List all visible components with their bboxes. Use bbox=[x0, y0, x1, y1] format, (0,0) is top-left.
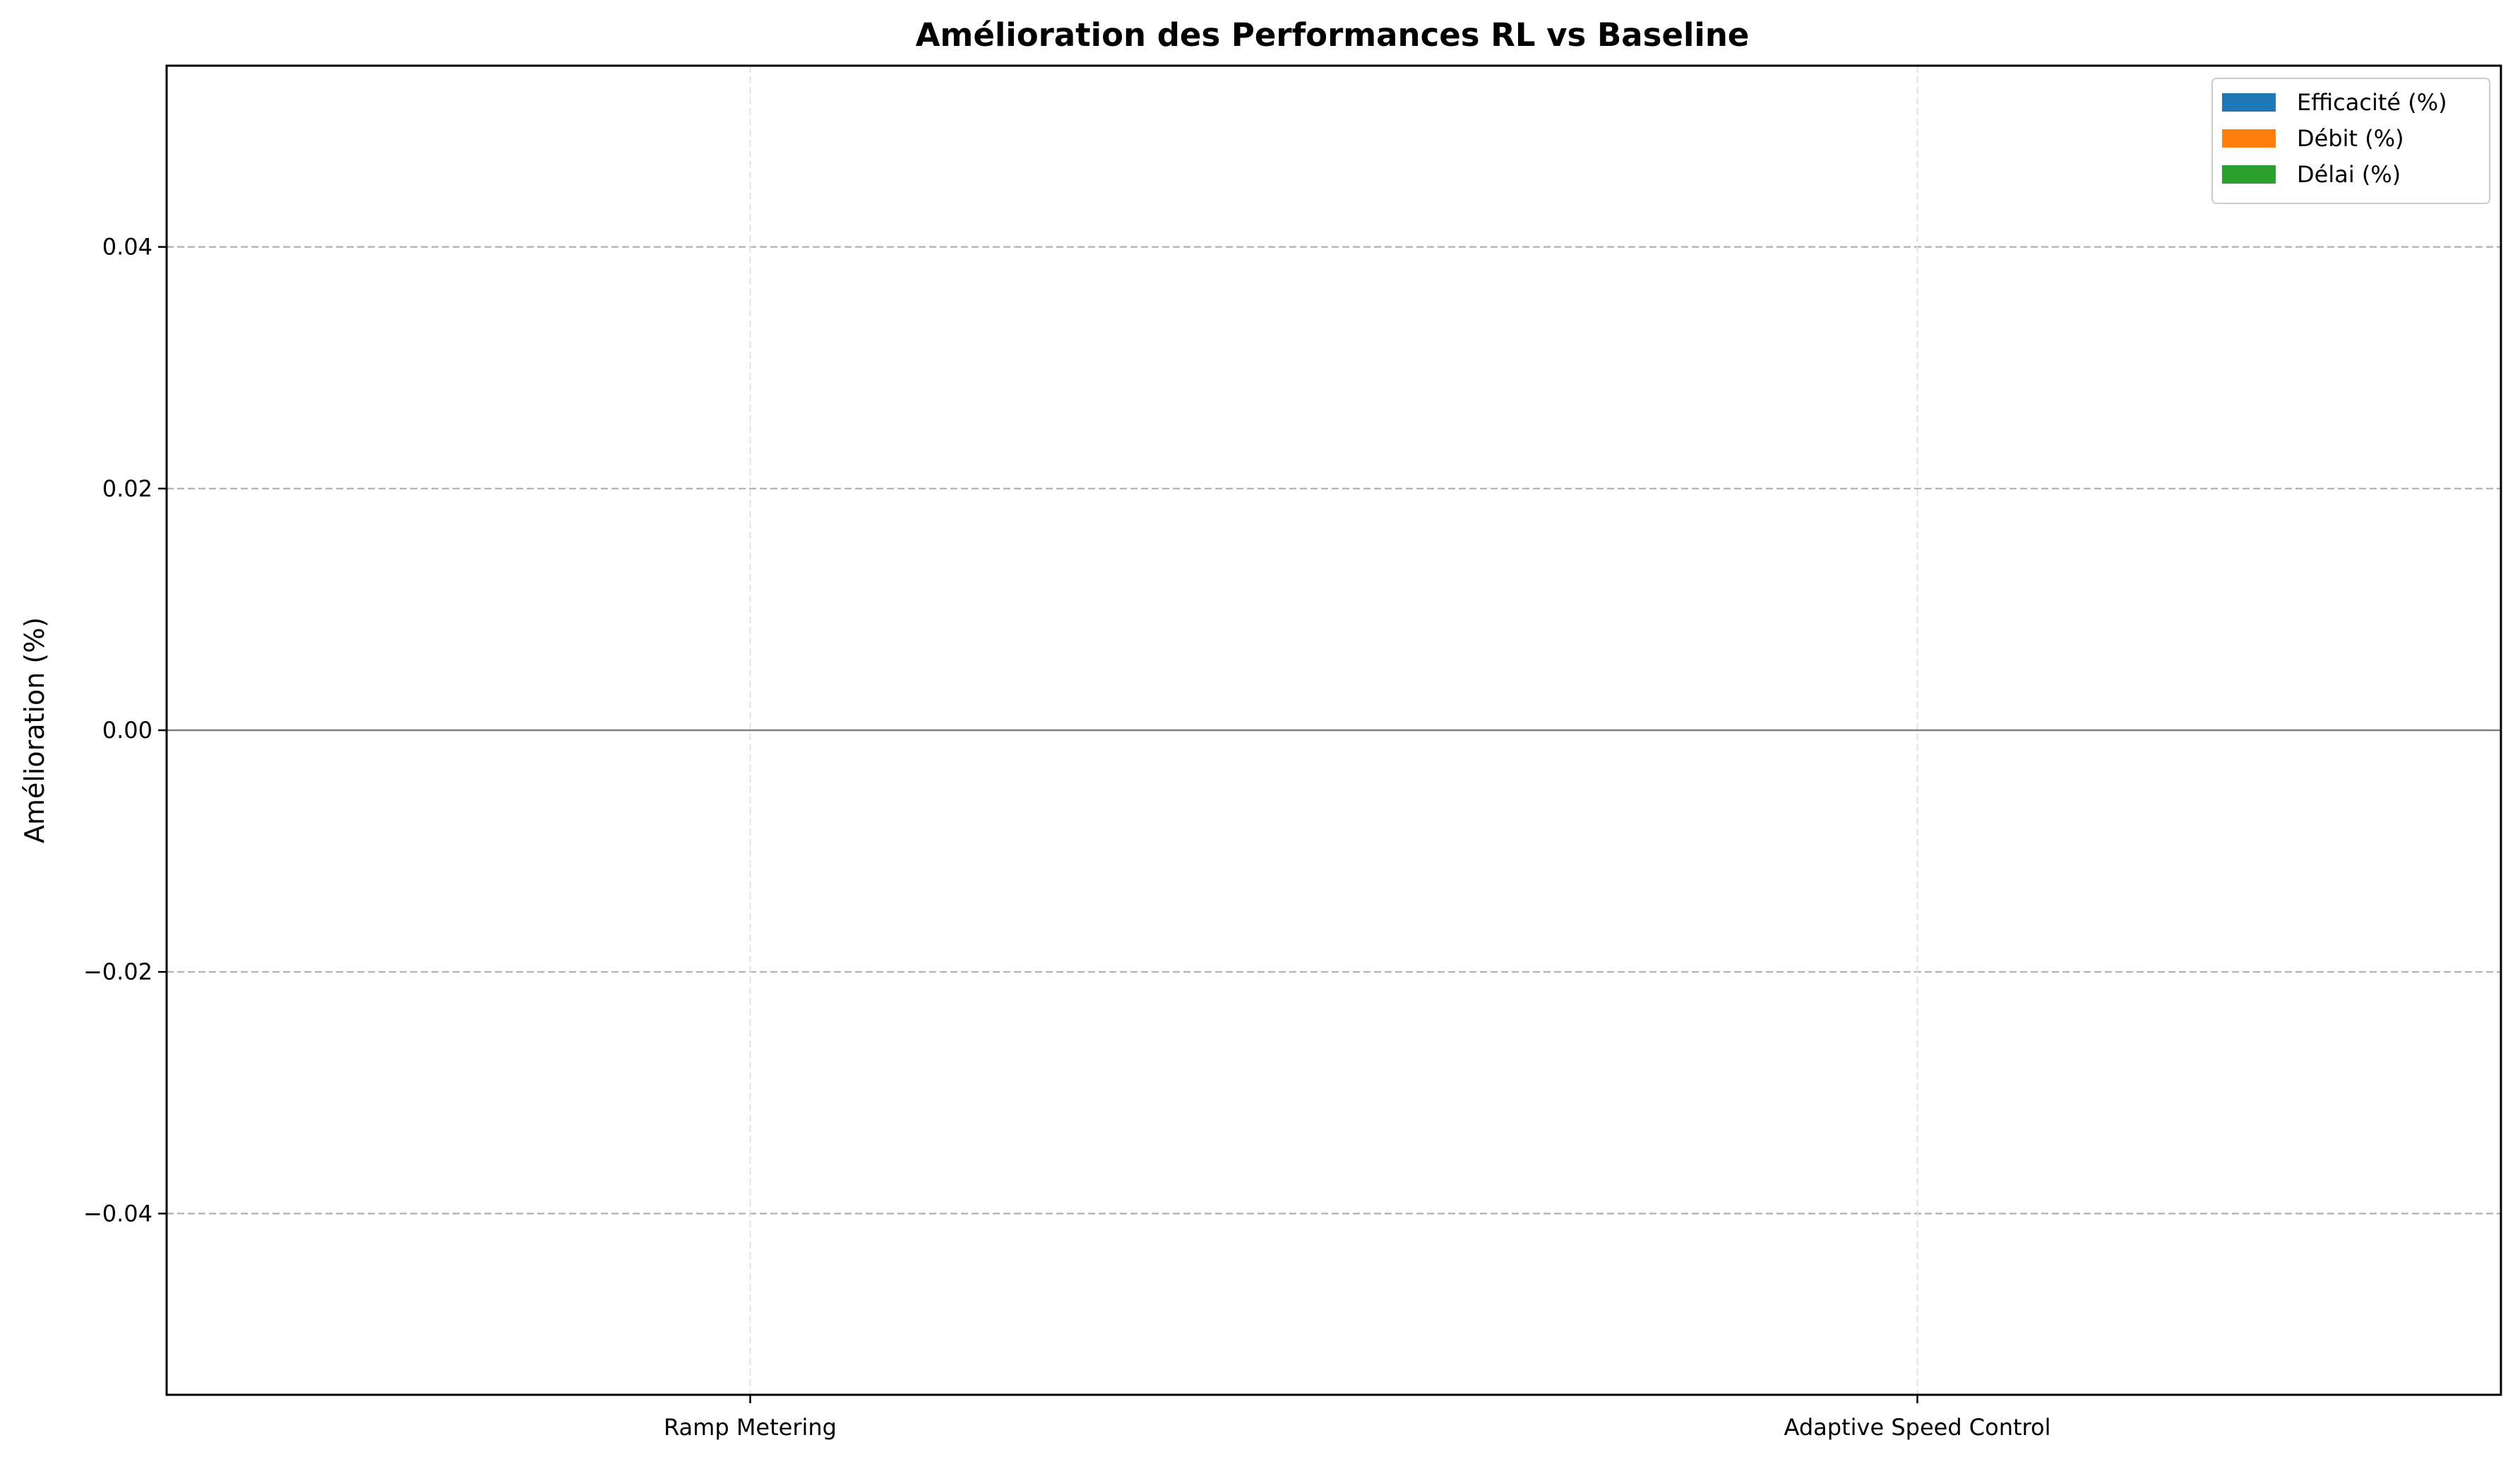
y-tick-label: 0.00 bbox=[102, 717, 153, 744]
legend-box bbox=[2211, 78, 2490, 204]
y-tick-label: −0.04 bbox=[83, 1200, 153, 1227]
legend-swatch bbox=[2222, 165, 2276, 184]
legend-label: Efficacité (%) bbox=[2297, 89, 2447, 116]
legend-swatch bbox=[2222, 93, 2276, 112]
legend-swatch bbox=[2222, 129, 2276, 148]
x-tick-label: Ramp Metering bbox=[664, 1414, 837, 1441]
y-axis-label: Amélioration (%) bbox=[19, 617, 50, 843]
y-tick-label: 0.04 bbox=[102, 234, 153, 261]
legend-label: Débit (%) bbox=[2297, 125, 2404, 152]
x-tick-label: Adaptive Speed Control bbox=[1784, 1414, 2051, 1441]
y-tick-label: −0.02 bbox=[83, 958, 153, 985]
chart-title: Amélioration des Performances RL vs Base… bbox=[916, 16, 1750, 54]
legend-label: Délai (%) bbox=[2297, 161, 2401, 188]
y-tick-label: 0.02 bbox=[102, 475, 153, 502]
plot-area: −0.04 −0.02 0.00 0.02 0.04 Ramp Metering Adapt… bbox=[83, 64, 2502, 1441]
